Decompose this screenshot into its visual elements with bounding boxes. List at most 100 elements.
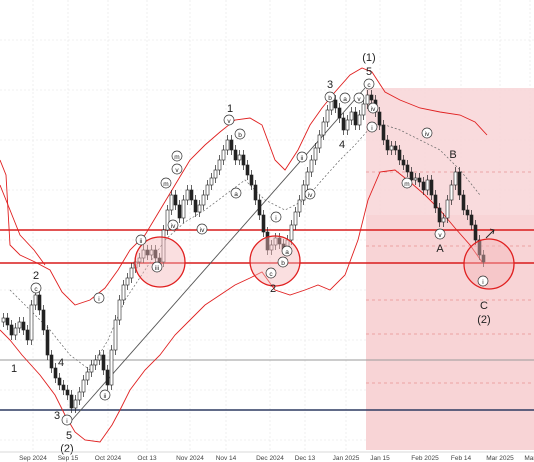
candle-body	[93, 359, 98, 366]
circled-label: v	[175, 167, 179, 174]
candle-body	[457, 171, 462, 196]
circled-label: b	[238, 132, 242, 139]
x-tick-label: Feb 14	[451, 455, 472, 462]
circled-label-ring	[304, 188, 316, 200]
circled-label: ii	[104, 393, 107, 400]
circled-label: iii	[155, 265, 159, 272]
candle-body	[149, 249, 154, 256]
circled-label: a	[343, 96, 347, 103]
candle-body	[273, 237, 278, 246]
highlight-circle	[134, 236, 186, 288]
candle-body	[293, 211, 298, 226]
candle-body	[309, 159, 314, 173]
candle-body	[49, 354, 54, 369]
highlight-circles	[134, 228, 515, 290]
candle-body	[297, 199, 302, 213]
candle-body	[25, 329, 30, 341]
candle-body	[405, 164, 410, 173]
wave-label: (2)	[477, 314, 490, 326]
wave-label: 3	[327, 79, 333, 91]
candle-body	[477, 239, 482, 256]
candle-body	[413, 177, 418, 181]
circled-label: m	[174, 154, 179, 161]
candle-body	[165, 209, 170, 231]
circled-label: v	[357, 96, 361, 103]
circled-label-ring	[270, 211, 282, 223]
candle-body	[17, 321, 22, 329]
circled-label: iv	[308, 192, 313, 199]
circled-label-ring	[151, 261, 163, 273]
x-tick-label: Mar 2025	[486, 455, 514, 462]
candle-body	[97, 354, 102, 361]
wave-label: 5	[66, 430, 72, 442]
x-tick-label: Sep 15	[58, 455, 79, 462]
wave-label: 1	[227, 103, 233, 115]
candle-body	[361, 103, 366, 116]
candle-body	[469, 214, 474, 226]
candle-body	[77, 391, 82, 401]
candlesticks	[1, 90, 486, 413]
candle-body	[1, 317, 6, 323]
candle-body	[333, 99, 338, 109]
target-zone-inner	[366, 215, 534, 450]
upper-band	[0, 67, 488, 306]
candle-body	[397, 149, 402, 161]
circled-label: ii	[301, 155, 304, 162]
candle-body	[257, 199, 262, 216]
candle-body	[189, 189, 194, 201]
candle-body	[449, 184, 454, 201]
wave-label: 5	[366, 66, 372, 78]
candle-body	[29, 304, 34, 341]
candle-body	[481, 254, 486, 263]
circled-label: iv	[425, 131, 430, 138]
candle-body	[425, 179, 430, 191]
candle-body	[169, 194, 174, 211]
circled-label: i	[66, 418, 67, 425]
circled-label: iv	[371, 106, 376, 113]
candle-body	[461, 194, 466, 211]
candle-body	[37, 294, 42, 311]
circled-label-ring	[171, 150, 183, 162]
candle-body	[137, 257, 142, 263]
highlight-circle	[463, 238, 515, 290]
candle-body	[261, 214, 266, 233]
x-axis: Sep 2024 Sep 15 Oct 2024 Oct 13 Nov 2024 Nov …	[0, 451, 534, 462]
candle-body	[161, 229, 166, 263]
candle-body	[473, 224, 478, 241]
candle-body	[153, 249, 158, 259]
candle-body	[365, 94, 370, 105]
x-tick-label: Nov 2024	[176, 455, 204, 462]
circled-label: b	[328, 95, 332, 102]
x-tick-label: Jan 2025	[333, 455, 360, 462]
candle-body	[141, 249, 146, 259]
candle-body	[313, 147, 318, 161]
candle-body	[417, 177, 422, 183]
candle-body	[221, 149, 226, 161]
candle-body	[201, 194, 206, 206]
candle-body	[321, 121, 326, 136]
circled-label: ii	[140, 238, 143, 245]
circled-label-ring	[339, 92, 351, 104]
candle-body	[177, 204, 182, 219]
candle-body	[217, 159, 222, 171]
circled-label-ring	[353, 92, 365, 104]
candle-body	[453, 171, 458, 186]
circled-label: i	[98, 296, 99, 303]
candle-body	[109, 349, 114, 386]
candle-body	[13, 327, 18, 336]
circled-label-ring	[223, 114, 235, 126]
candle-body	[389, 145, 394, 151]
candle-body	[317, 134, 322, 149]
lower-band	[0, 169, 483, 443]
wave-label: 4	[339, 139, 345, 151]
candle-body	[337, 107, 342, 119]
x-tick-label: Mar	[524, 455, 534, 462]
candle-body	[325, 109, 330, 123]
circled-label-ring	[135, 234, 147, 246]
candle-body	[369, 94, 374, 101]
candle-body	[433, 194, 438, 209]
circled-label-ring	[277, 256, 289, 268]
candle-body	[465, 209, 470, 216]
circled-label: v	[227, 118, 231, 125]
